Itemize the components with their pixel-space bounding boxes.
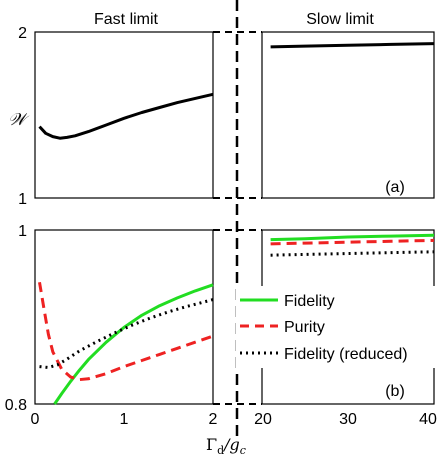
- series-line-a-series0-left: [38, 92, 214, 140]
- series-line-b-fidelity-reduced-left: [39, 298, 214, 369]
- series-line-b-fidelity-right: [270, 233, 435, 242]
- panel-label-a: (a): [385, 179, 405, 196]
- legend: Fidelity Purity Fidelity (reduced): [236, 286, 440, 368]
- series-line-a-series0-right: [270, 42, 435, 49]
- axes-b-left: [34, 229, 214, 405]
- series-line-b-purity-left: [38, 281, 214, 382]
- panel-label-b: (b): [385, 383, 405, 400]
- ytick-a-1: 1: [18, 191, 27, 208]
- header-slow-limit: Slow limit: [306, 11, 374, 28]
- ylabel-a: 𝒲: [8, 110, 30, 130]
- xtick-20: 20: [254, 411, 272, 428]
- xlabel: Γd/gc: [206, 435, 246, 457]
- series-line-b-fidelity-left: [53, 283, 214, 405]
- xtick-0: 0: [31, 411, 40, 428]
- xtick-2: 2: [209, 411, 218, 428]
- xtick-30: 30: [339, 411, 357, 428]
- header-fast-limit: Fast limit: [94, 11, 159, 28]
- legend-label-purity: Purity: [284, 319, 325, 336]
- ytick-a-2: 2: [18, 25, 27, 42]
- series-layer: [38, 42, 435, 405]
- axes-a-right: [261, 31, 435, 199]
- legend-label-fidelity-reduced: Fidelity (reduced): [284, 346, 408, 363]
- ytick-b-1: 1: [18, 223, 27, 240]
- ytick-b-0.8: 0.8: [5, 397, 27, 414]
- series-line-b-fidelity-reduced-right: [270, 250, 435, 257]
- axes-a-left: [34, 31, 214, 199]
- legend-label-fidelity: Fidelity: [284, 293, 335, 310]
- xtick-1: 1: [120, 411, 129, 428]
- series-line-b-purity-right: [270, 238, 435, 246]
- xtick-40: 40: [419, 411, 437, 428]
